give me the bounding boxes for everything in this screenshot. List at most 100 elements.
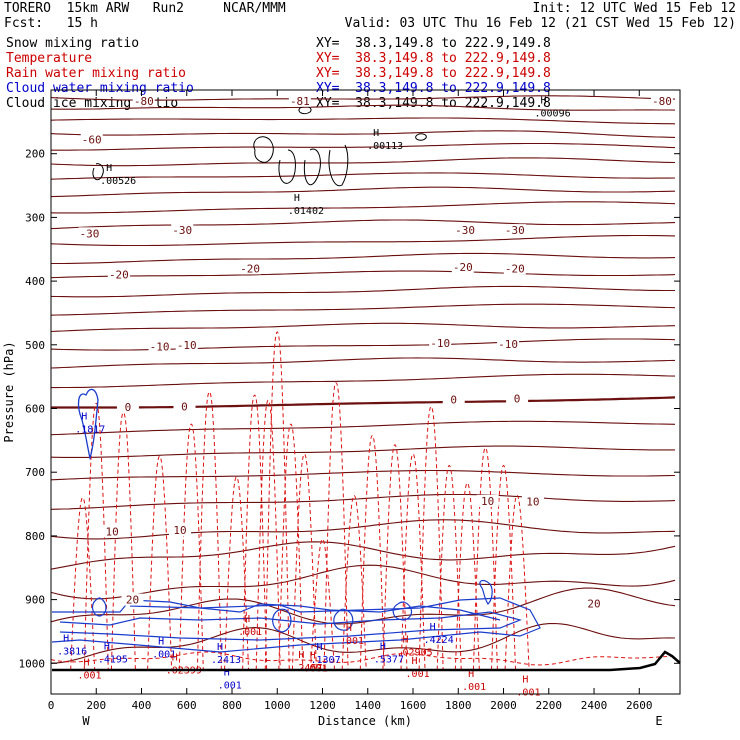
temperature-contour-label: -20 xyxy=(505,262,525,275)
snow-contour xyxy=(92,163,104,181)
temperature-contour-label: -30 xyxy=(505,224,525,237)
cloud-water-contour xyxy=(59,611,522,641)
cloud-water-contour xyxy=(333,608,354,631)
x-tick-label: 2400 xyxy=(581,699,608,712)
rain-contour xyxy=(70,497,96,670)
isotherm xyxy=(50,357,676,369)
temperature-contour-label: 0 xyxy=(125,401,132,414)
isotherm xyxy=(50,338,676,351)
rain-contour xyxy=(418,406,444,670)
y-tick-label: 300 xyxy=(25,211,45,224)
contour-label-bg xyxy=(503,224,526,237)
maximum-marker: H xyxy=(402,635,408,646)
temperature-contour-label: -10 xyxy=(498,338,518,351)
temperature-contour-label: 20 xyxy=(587,597,600,610)
contour-label-bg xyxy=(476,494,499,507)
isotherm xyxy=(50,587,676,625)
temperature-contour-label: -10 xyxy=(177,339,197,352)
maximum-value-label: .001 xyxy=(516,688,540,699)
rain-contour xyxy=(291,453,317,670)
maximum-marker: H xyxy=(468,669,474,680)
cloud-water-contour xyxy=(392,601,413,621)
contour-label-bg xyxy=(175,338,198,351)
maximum-marker: H xyxy=(106,163,112,174)
temperature-contour-label: -10 xyxy=(150,341,170,354)
rain-contour xyxy=(382,444,408,670)
contour-label-bg xyxy=(451,261,474,274)
isotherm xyxy=(51,252,676,265)
contour-label-bg xyxy=(650,94,673,107)
isotherm xyxy=(50,541,676,570)
rain-contour xyxy=(323,382,349,670)
plot-frame xyxy=(50,89,681,695)
y-tick-label: 400 xyxy=(25,275,45,288)
contour-label-bg xyxy=(429,336,452,349)
east-label: E xyxy=(655,714,662,728)
isotherm xyxy=(50,622,676,664)
isotherm xyxy=(51,142,676,151)
isotherm xyxy=(50,303,676,316)
x-tick-label: 1000 xyxy=(264,699,291,712)
temperature-contour-label: 10 xyxy=(481,495,494,508)
contour-label-bg xyxy=(506,392,529,405)
maximum-marker: H xyxy=(81,412,87,423)
temperature-contour-label: -81 xyxy=(290,95,310,108)
contour-label-bg xyxy=(168,524,191,537)
temperature-contour-label: -60 xyxy=(82,134,102,147)
temperature-contour-label: -20 xyxy=(240,262,260,275)
field-xy-snow: XY= 38.3,149.8 to 222.9,149.8 xyxy=(316,36,551,51)
field-label-snow: Snow mixing ratio xyxy=(6,36,140,51)
isotherm xyxy=(50,564,676,600)
contour-label-bg xyxy=(116,401,139,414)
rain-contour xyxy=(504,494,530,670)
cloud-water-contour xyxy=(272,608,292,633)
maximum-marker: H xyxy=(244,614,250,625)
maximum-value-label: .1817 xyxy=(75,425,105,436)
temperature-contour-label: -30 xyxy=(80,227,100,240)
maximum-marker: H xyxy=(63,633,69,644)
maximum-marker: H xyxy=(412,656,418,667)
maximum-marker: H xyxy=(317,642,323,653)
isotherm xyxy=(50,420,676,436)
y-tick-label: 900 xyxy=(25,594,45,607)
west-label: W xyxy=(82,714,90,728)
isotherm xyxy=(50,285,675,298)
x-tick-label: 1400 xyxy=(355,699,382,712)
temperature-contour-label: -20 xyxy=(109,269,129,282)
maximum-value-label: .1307 xyxy=(311,655,341,666)
maximum-marker: H xyxy=(104,642,110,653)
field-label-rain: Rain water mixing ratio xyxy=(6,66,187,81)
rain-contour xyxy=(242,394,268,670)
contour-label-bg xyxy=(148,340,171,353)
y-tick-label: 700 xyxy=(25,466,45,479)
y-tick-label: 800 xyxy=(25,530,45,543)
maximum-marker: H xyxy=(172,652,178,663)
temperature-contour-label: -30 xyxy=(172,224,192,237)
x-tick-label: 400 xyxy=(132,699,152,712)
field-xy-rain: XY= 38.3,149.8 to 222.9,149.8 xyxy=(316,66,551,81)
cloud-water-contour xyxy=(77,388,99,461)
maximum-value-label: .001 xyxy=(340,636,364,647)
contour-label-bg xyxy=(442,393,465,406)
isotherm xyxy=(50,469,676,481)
field-xy-cloud-water: XY= 38.3,149.8 to 222.9,149.8 xyxy=(316,81,551,96)
x-tick-label: 1800 xyxy=(445,699,472,712)
maximum-value-label: .001 xyxy=(238,627,262,638)
contour-label-bg xyxy=(107,268,130,281)
x-tick-label: 600 xyxy=(177,699,197,712)
maximum-value-label: .001 xyxy=(77,670,101,681)
cloud-water-contour xyxy=(51,597,541,653)
isotherm xyxy=(50,219,676,230)
temperature-contour-label: 10 xyxy=(526,496,539,509)
isotherm xyxy=(50,445,675,458)
maximum-marker: H xyxy=(541,96,547,107)
cloud-water-contour xyxy=(129,603,501,621)
maximum-value-label: .00113 xyxy=(367,141,403,152)
isotherm xyxy=(51,373,676,389)
contour-label-bg xyxy=(454,224,477,237)
maximum-value-label: .4195 xyxy=(98,655,128,666)
x-tick-label: 1200 xyxy=(309,699,336,712)
field-xy-cloud-ice: XY= 38.3,149.8 to 222.9,149.8 xyxy=(316,96,551,111)
temperature-contour-label: -80 xyxy=(652,95,672,108)
isotherm xyxy=(50,157,676,167)
